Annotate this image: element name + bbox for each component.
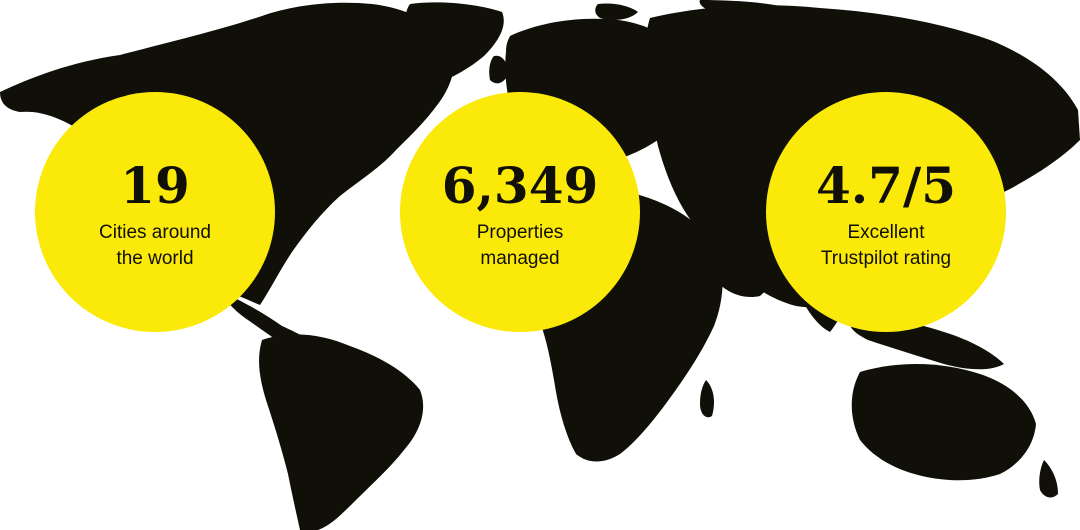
- stat-label: Cities around the world: [65, 220, 245, 272]
- stat-label-line: Trustpilot rating: [820, 248, 952, 269]
- stat-cities: 19 Cities around the world: [35, 92, 275, 332]
- stat-label-line: Excellent: [847, 222, 925, 243]
- arctic-island-shape: [595, 3, 638, 21]
- madagascar-shape: [700, 380, 714, 418]
- australia-shape: [851, 363, 1036, 481]
- stat-label-line: managed: [480, 248, 560, 269]
- stat-label-line: the world: [116, 248, 194, 269]
- stat-rating: 4.7/5 Excellent Trustpilot rating: [766, 92, 1006, 332]
- stat-properties: 6,349 Properties managed: [400, 92, 640, 332]
- stat-label: Excellent Trustpilot rating: [796, 220, 976, 272]
- south-america-shape: [259, 334, 424, 530]
- new-zealand-shape: [1039, 460, 1058, 498]
- arabia-shape: [698, 217, 782, 298]
- stat-label-line: Cities around: [99, 222, 211, 243]
- greenland-shape: [405, 2, 504, 85]
- stat-value: 6,349: [441, 156, 599, 215]
- stat-label-line: Properties: [476, 222, 564, 243]
- stat-value: 19: [120, 156, 190, 215]
- uk-shape: [489, 55, 508, 84]
- stat-label: Properties managed: [430, 220, 610, 272]
- stat-value: 4.7/5: [815, 156, 957, 215]
- arctic-island-shape: [699, 0, 780, 14]
